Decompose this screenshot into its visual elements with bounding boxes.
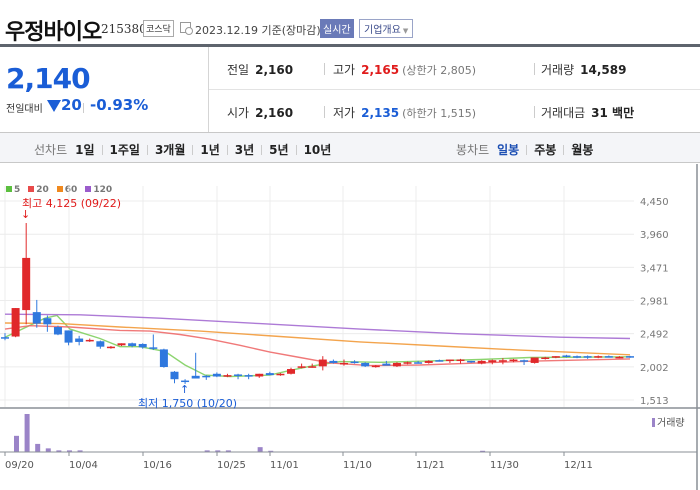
current-price: 2,140 <box>6 62 91 95</box>
period-1y[interactable]: 1년 <box>200 143 220 157</box>
market-badge: 코스닥 <box>143 20 174 37</box>
x-tick-label: 12/11 <box>564 460 593 471</box>
x-tick-label: 10/16 <box>143 460 172 471</box>
company-overview-dropdown[interactable]: 기업개요 ▼ <box>359 19 414 38</box>
x-tick-label: 11/10 <box>343 460 372 471</box>
day-low: 저가 2,135 (하한가 1,515) <box>333 106 476 120</box>
down-triangle-icon <box>47 100 61 112</box>
candle-monthly[interactable]: 월봉 <box>571 143 594 157</box>
volume-legend: 거래량 <box>657 417 685 429</box>
period-5y[interactable]: 5년 <box>269 143 289 157</box>
header-divider <box>0 44 700 47</box>
day-high: 고가 2,165 (상한가 2,805) <box>333 63 476 77</box>
stock-chart[interactable]: 5 20 60 120 4,450 3,960 3,471 2,981 2,492 2,0… <box>0 164 700 490</box>
stock-code: 215380 <box>101 22 147 36</box>
line-chart-title: 선차트 <box>34 143 68 157</box>
separator <box>534 63 535 75</box>
open-price: 시가 2,160 <box>227 106 294 120</box>
y-tick-label: 3,960 <box>640 230 669 241</box>
x-tick-label: 10/25 <box>217 460 246 471</box>
company-overview-label: 기업개요 <box>364 25 401 36</box>
chart-canvas[interactable]: 4,450 3,960 3,471 2,981 2,492 2,002 1,513 최고 4,… <box>0 164 700 490</box>
x-tick-label: 11/21 <box>416 460 445 471</box>
separator <box>534 106 535 118</box>
change-value: 20 <box>61 96 82 114</box>
stock-name: 우정바이오 <box>5 20 102 45</box>
candle-chart-title: 봉차트 <box>456 143 490 157</box>
change-label: 전일대비 <box>6 104 43 115</box>
period-1w[interactable]: 1주일 <box>109 143 140 157</box>
high-annotation: 최고 4,125 (09/22) <box>22 197 121 210</box>
title-bar: 우정바이오 215380 코스닥 2023.12.19 기준(장마감) 실시간 … <box>0 0 700 45</box>
candle-weekly[interactable]: 주봉 <box>534 143 557 157</box>
calendar-clock-icon <box>180 22 193 35</box>
period-3m[interactable]: 3개월 <box>154 143 186 157</box>
legend-ma60: 60 <box>56 185 77 195</box>
line-chart-periods: 선차트 1일 1주일 3개월 1년 3년 5년 10년 <box>34 141 331 158</box>
x-tick-label: 09/20 <box>5 460 34 471</box>
chart-toolbar: 선차트 1일 1주일 3개월 1년 3년 5년 10년 봉차트 일봉 주봉 월봉 <box>0 133 700 163</box>
chevron-down-icon: ▼ <box>402 27 409 35</box>
separator <box>83 103 84 113</box>
arrow-down-icon: ↓ <box>21 208 30 221</box>
price-panel: 2,140 전일대비 20 -0.93% <box>0 47 209 133</box>
y-tick-label: 1,513 <box>640 396 669 407</box>
candle-daily[interactable]: 일봉 <box>497 143 520 157</box>
realtime-button[interactable]: 실시간 <box>320 19 354 38</box>
info-row-1: 전일 2,160 고가 2,165 (상한가 2,805) 거래량 14,589 <box>209 47 700 90</box>
period-3y[interactable]: 3년 <box>234 143 255 157</box>
y-tick-label: 3,471 <box>640 263 669 274</box>
candle-chart-periods: 봉차트 일봉 주봉 월봉 <box>456 141 593 158</box>
chart-legend: 5 20 60 120 <box>6 185 112 195</box>
x-tick-label: 10/04 <box>69 460 98 471</box>
arrow-up-icon: ↑ <box>180 383 189 396</box>
x-tick-label: 11/01 <box>270 460 299 471</box>
low-annotation: 최저 1,750 (10/20) <box>138 397 237 410</box>
period-1d[interactable]: 1일 <box>75 143 95 157</box>
change-percent: -0.93% <box>90 96 149 114</box>
volume: 거래량 14,589 <box>541 63 627 77</box>
legend-ma20: 20 <box>28 185 49 195</box>
x-tick-label: 11/30 <box>490 460 519 471</box>
separator <box>324 63 325 75</box>
divider <box>0 132 700 133</box>
info-panel: 전일 2,160 고가 2,165 (상한가 2,805) 거래량 14,589 시가 2… <box>209 47 700 133</box>
y-tick-label: 4,450 <box>640 197 669 208</box>
prev-close: 전일 2,160 <box>227 63 294 77</box>
as-of-date: 2023.12.19 기준(장마감) <box>195 24 321 37</box>
trade-amount: 거래대금 31 백만 <box>541 106 635 120</box>
legend-ma5: 5 <box>6 185 20 195</box>
period-10y[interactable]: 10년 <box>303 143 332 157</box>
info-row-2: 시가 2,160 저가 2,135 (하한가 1,515) 거래대금 31 백만 <box>209 90 700 133</box>
separator <box>324 106 325 118</box>
y-tick-label: 2,492 <box>640 330 669 341</box>
y-tick-label: 2,981 <box>640 297 669 308</box>
legend-ma120: 120 <box>85 185 112 195</box>
y-tick-label: 2,002 <box>640 363 669 374</box>
